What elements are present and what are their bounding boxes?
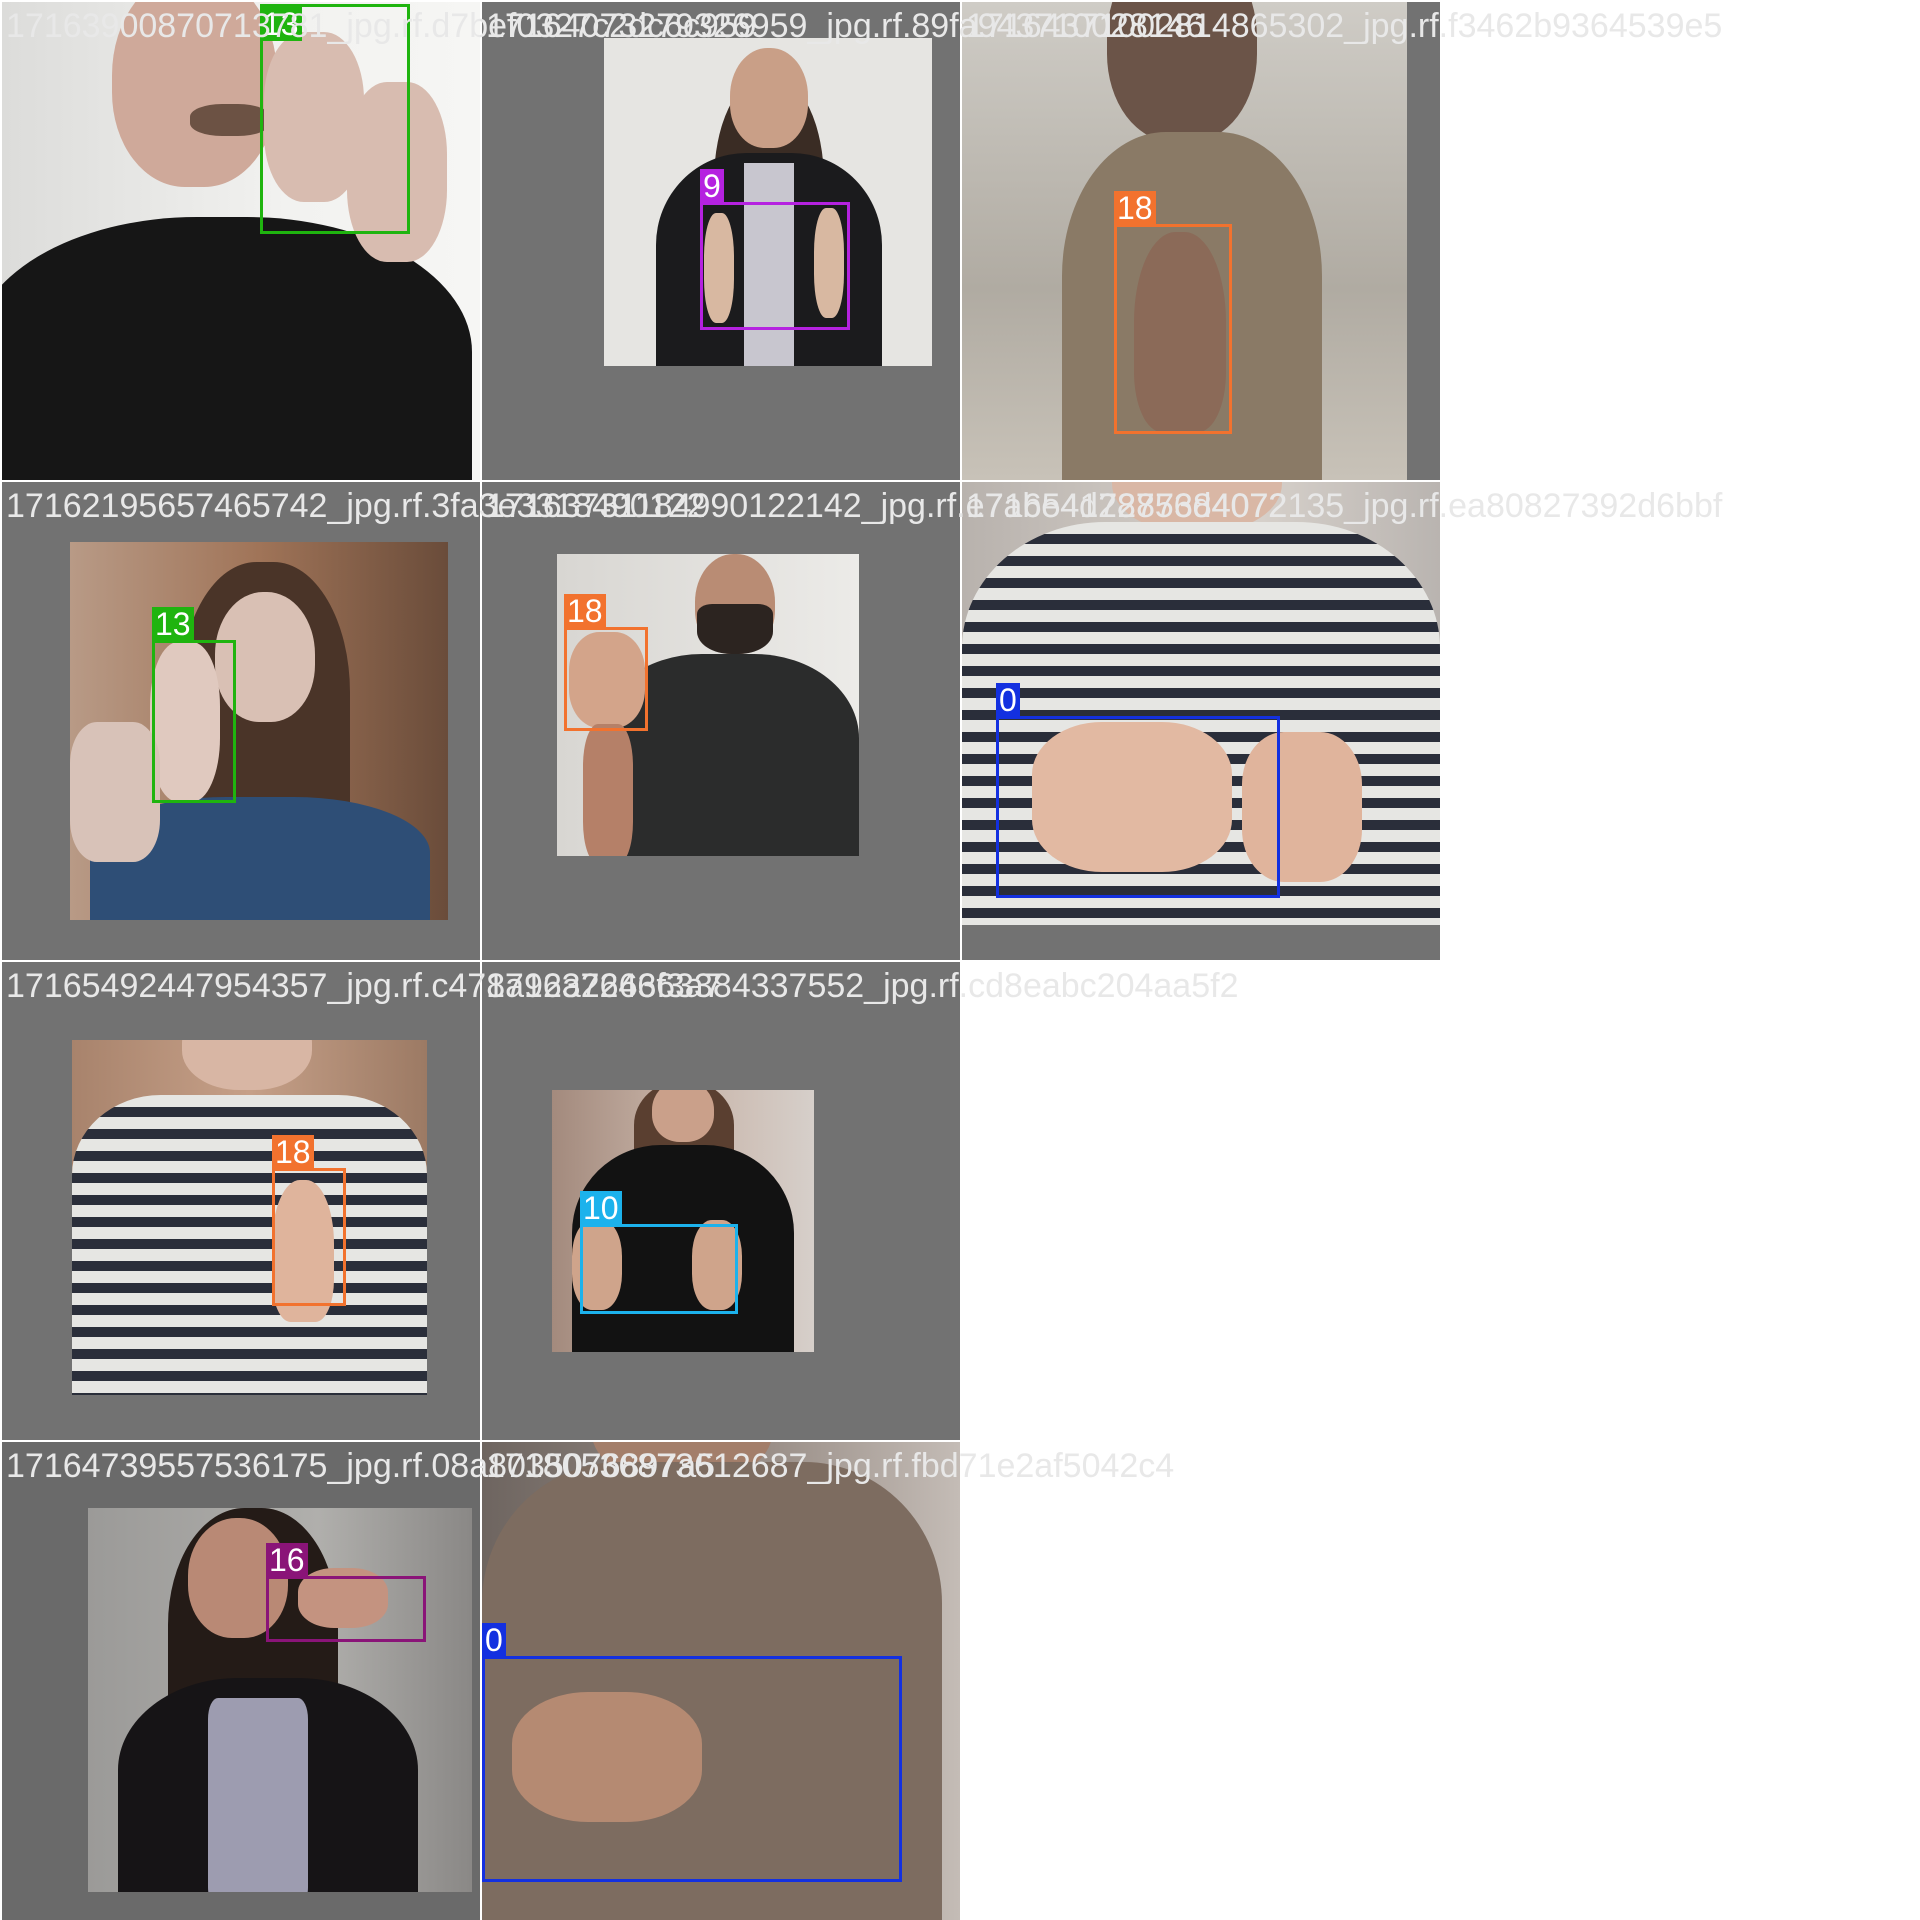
- class-label-3: 18: [1114, 191, 1156, 225]
- photo-7: [72, 1040, 427, 1395]
- mosaic-tile-10: 0: [482, 1442, 960, 1920]
- bounding-box-1: 13: [260, 4, 410, 234]
- mosaic-tile-7: 18: [2, 962, 480, 1440]
- bounding-box-9: 16: [266, 1543, 426, 1642]
- class-label-7: 18: [272, 1135, 314, 1169]
- photo-2: [604, 38, 932, 366]
- mosaic-tile-1: 13: [2, 2, 480, 480]
- bounding-box-10: 0: [482, 1623, 902, 1882]
- mosaic-tile-6: 0: [962, 482, 1440, 960]
- mosaic-tile-5: 18: [482, 482, 960, 960]
- class-label-9: 16: [266, 1543, 308, 1577]
- photo-6: [962, 482, 1440, 925]
- bounding-box-6: 0: [996, 683, 1280, 898]
- mosaic-tile-4: 13: [2, 482, 480, 960]
- photo-1: [2, 2, 480, 480]
- bounding-box-5: 18: [564, 594, 648, 731]
- class-label-2: 9: [700, 169, 724, 203]
- photo-4: [70, 542, 448, 920]
- mosaic-tile-2: 9: [482, 2, 960, 480]
- class-label-4: 13: [152, 607, 194, 641]
- photo-3: [962, 2, 1407, 480]
- photo-10: [482, 1442, 960, 1920]
- bounding-box-4: 13: [152, 607, 236, 803]
- class-label-10: 0: [482, 1623, 506, 1657]
- bounding-box-8: 10: [580, 1191, 738, 1314]
- class-label-6: 0: [996, 683, 1020, 717]
- bounding-box-2: 9: [700, 169, 850, 330]
- mosaic-tile-9: 16: [2, 1442, 480, 1920]
- bounding-box-7: 18: [272, 1135, 346, 1306]
- bounding-box-3: 18: [1114, 191, 1232, 434]
- photo-8: [552, 1090, 814, 1352]
- class-label-5: 18: [564, 594, 606, 628]
- class-label-8: 10: [580, 1191, 622, 1225]
- class-label-1: 13: [260, 7, 302, 41]
- mosaic-tile-3: 18: [962, 2, 1440, 480]
- photo-5: [557, 554, 859, 856]
- mosaic-tile-8: 10: [482, 962, 960, 1440]
